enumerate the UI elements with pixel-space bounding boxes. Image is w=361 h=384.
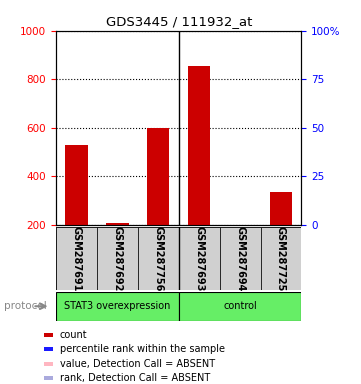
Text: GSM287756: GSM287756 (153, 225, 163, 291)
Bar (44, 333, 53, 337)
Bar (270, 192, 292, 225)
Bar (56, 292, 179, 321)
Bar (44, 376, 53, 380)
Bar (56, 227, 97, 290)
Bar (97, 227, 138, 290)
Bar (219, 227, 261, 290)
Bar (138, 227, 179, 290)
Bar (106, 223, 129, 225)
Bar (44, 362, 53, 366)
Text: GSM287692: GSM287692 (112, 225, 122, 291)
Bar (147, 128, 170, 225)
Bar (179, 227, 219, 290)
Text: percentile rank within the sample: percentile rank within the sample (60, 344, 225, 354)
Text: GSM287691: GSM287691 (71, 225, 82, 291)
Bar (44, 348, 53, 351)
Text: control: control (223, 301, 257, 311)
Text: count: count (60, 330, 87, 340)
Text: value, Detection Call = ABSENT: value, Detection Call = ABSENT (60, 359, 215, 369)
Bar (179, 292, 301, 321)
Bar (188, 66, 210, 225)
Title: GDS3445 / 111932_at: GDS3445 / 111932_at (105, 15, 252, 28)
Bar (65, 145, 88, 225)
Text: rank, Detection Call = ABSENT: rank, Detection Call = ABSENT (60, 373, 210, 383)
Text: STAT3 overexpression: STAT3 overexpression (64, 301, 170, 311)
Text: GSM287693: GSM287693 (194, 225, 204, 291)
Text: GSM287694: GSM287694 (235, 225, 245, 291)
Text: GSM287725: GSM287725 (276, 225, 286, 291)
Bar (261, 227, 301, 290)
Text: protocol: protocol (4, 301, 46, 311)
